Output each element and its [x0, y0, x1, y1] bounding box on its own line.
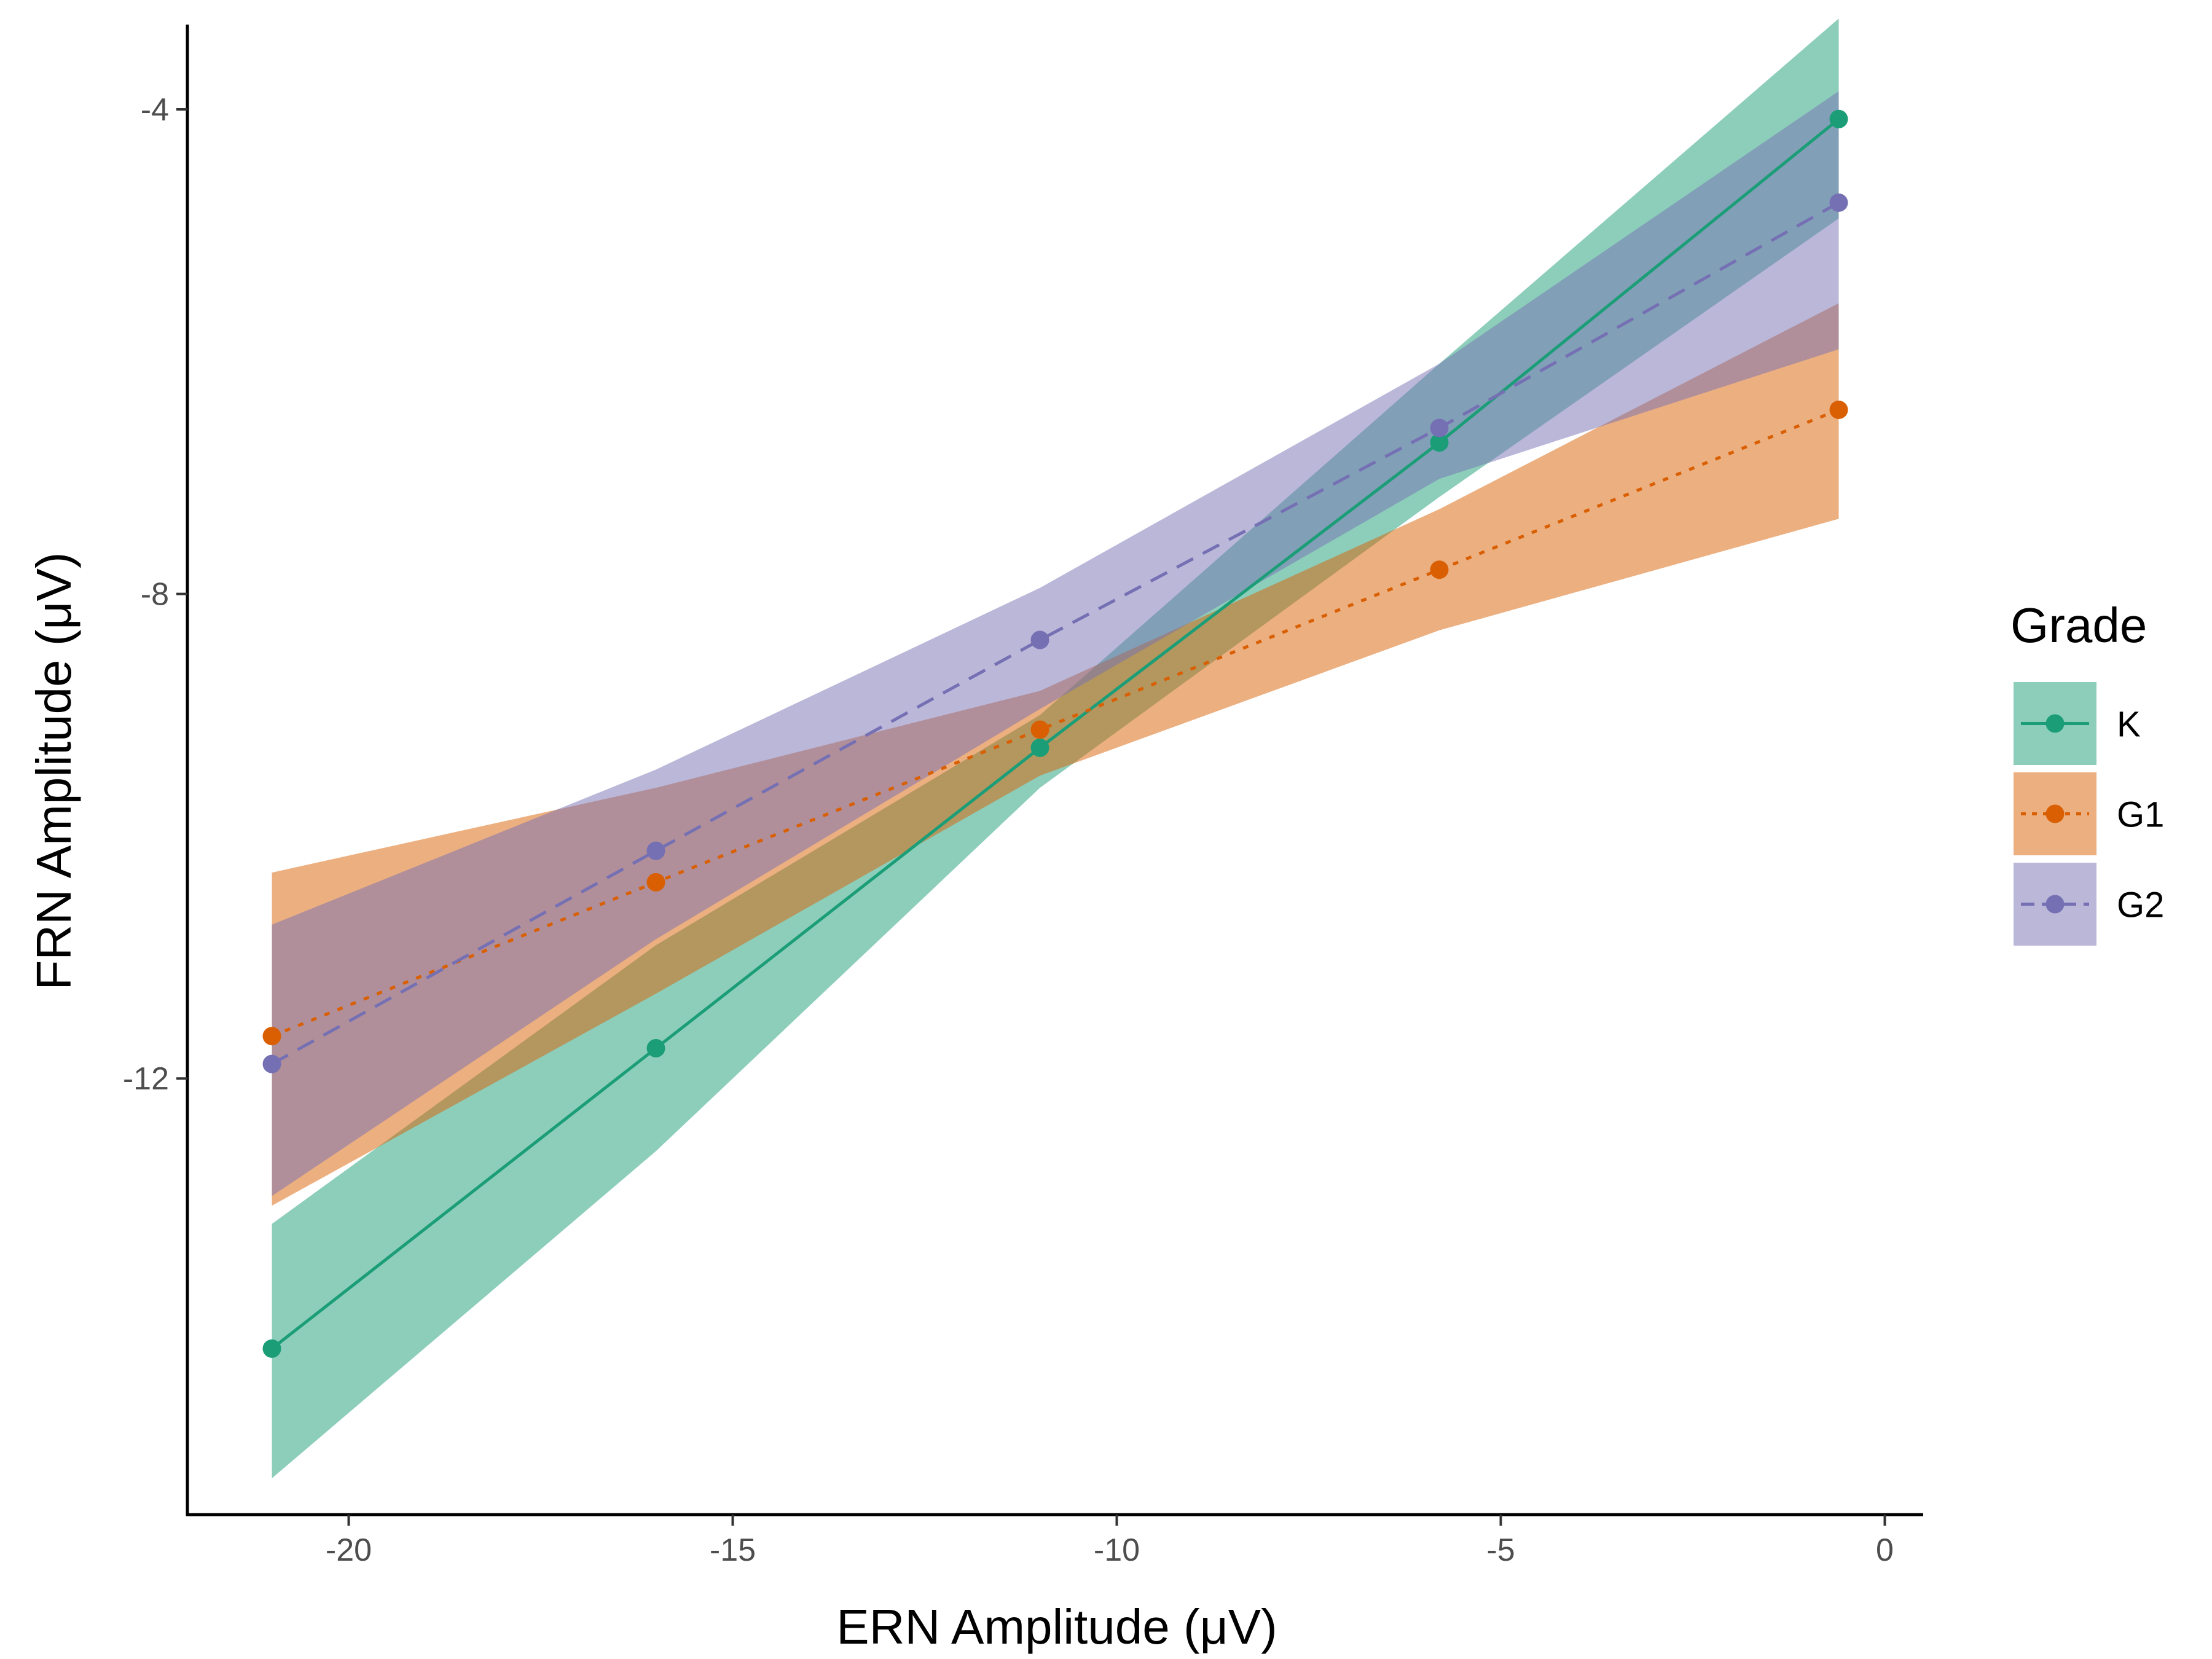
y-tick-label: -8: [141, 577, 169, 613]
point-g2-1: [646, 841, 665, 860]
ribbon-g1: [272, 303, 1839, 1206]
axes: [186, 25, 1923, 1516]
y-axis-title: FRN Amplitude (μV): [26, 552, 81, 990]
x-axis-title: ERN Amplitude (μV): [836, 1599, 1277, 1654]
y-tick-label: -12: [123, 1061, 169, 1097]
confidence-ribbons: [272, 18, 1839, 1478]
point-g1-0: [262, 1027, 281, 1046]
point-k-0: [262, 1339, 281, 1358]
point-k-1: [646, 1038, 665, 1057]
y-axis-ticks: -12 -8 -4: [123, 92, 187, 1097]
legend-point-k: [2045, 714, 2065, 733]
point-k-4: [1829, 109, 1848, 128]
line-g2: [271, 201, 1840, 1065]
point-g2-0: [262, 1054, 281, 1073]
point-k-3: [1430, 433, 1449, 452]
y-tick-label: -4: [141, 92, 169, 128]
legend-label-k: K: [2117, 705, 2141, 745]
legend-title: Grade: [2010, 598, 2147, 653]
x-tick-label: -15: [710, 1532, 756, 1568]
point-g2-2: [1030, 630, 1049, 649]
x-tick-label: -20: [326, 1532, 372, 1568]
series-points: [262, 109, 1848, 1358]
point-k-2: [1030, 739, 1049, 758]
point-g2-4: [1829, 193, 1848, 212]
legend-point-g2: [2045, 895, 2065, 914]
point-g1-3: [1430, 560, 1449, 579]
line-g1: [271, 408, 1840, 1038]
x-axis-ticks: -20 -15 -10 -5 0: [326, 1515, 1894, 1568]
x-tick-label: -10: [1094, 1532, 1140, 1568]
point-g2-3: [1430, 418, 1449, 437]
legend-point-g1: [2045, 804, 2065, 823]
point-g1-1: [646, 873, 665, 892]
point-g1-4: [1829, 400, 1848, 419]
point-g1-2: [1030, 720, 1049, 739]
ribbon-g2: [272, 91, 1839, 1196]
x-tick-label: 0: [1876, 1532, 1894, 1568]
legend-label-g1: G1: [2117, 795, 2164, 835]
legend: Grade K G1 G2: [2010, 598, 2164, 946]
legend-label-g2: G2: [2117, 885, 2164, 925]
x-tick-label: -5: [1486, 1532, 1515, 1568]
